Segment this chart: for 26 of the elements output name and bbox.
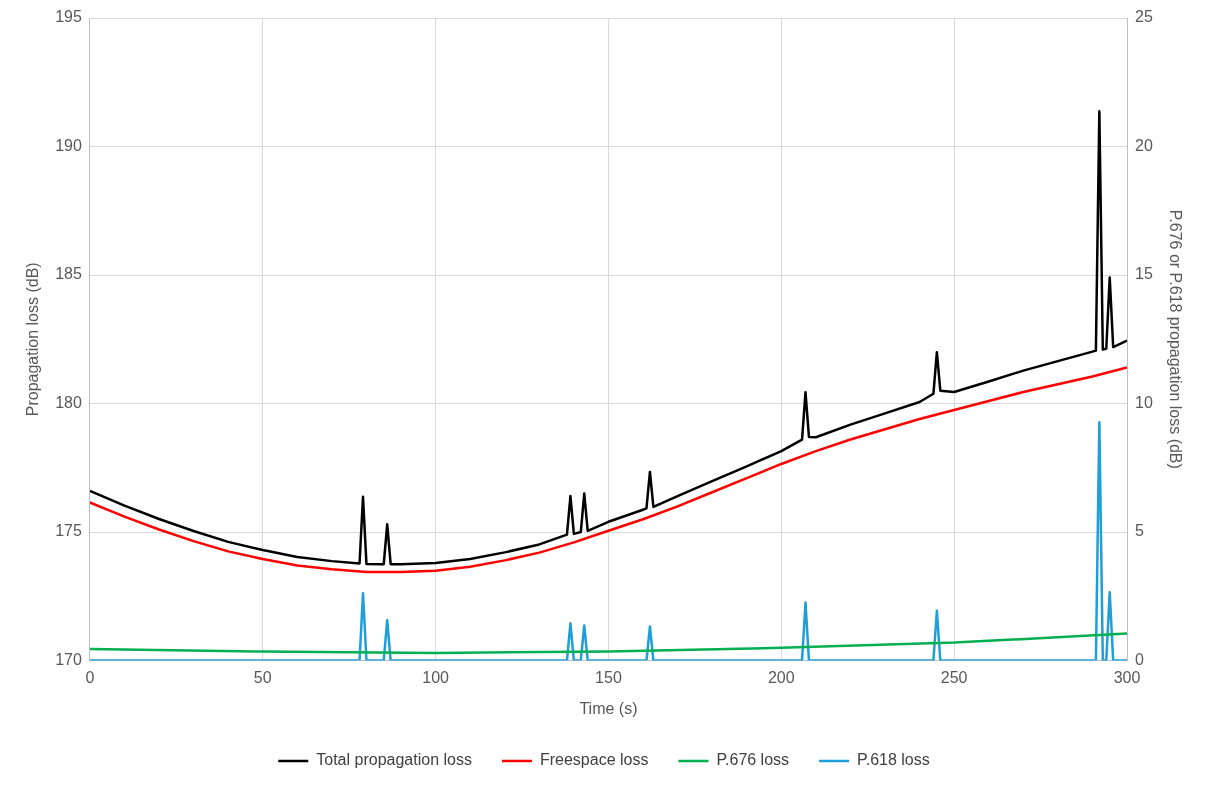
legend-label: P.618 loss	[857, 751, 930, 769]
legend-label: Total propagation loss	[316, 751, 472, 769]
y2-tick-label: 20	[1135, 136, 1153, 154]
y-axis-title: Propagation loss (dB)	[24, 262, 42, 417]
y-tick-label: 190	[55, 136, 82, 154]
x-tick-label: 50	[253, 668, 272, 686]
legend-label: Freespace loss	[539, 751, 649, 769]
legend-label: P.676 loss	[716, 751, 790, 769]
y-tick-label: 180	[55, 393, 82, 411]
y-tick-label: 175	[55, 522, 82, 540]
x-tick-label: 200	[767, 668, 795, 686]
x-tick-label: 0	[85, 668, 95, 686]
x-tick-label: 250	[940, 668, 968, 686]
x-tick-label: 150	[595, 668, 622, 686]
y2-tick-label: 25	[1135, 8, 1153, 26]
x-tick-label: 300	[1113, 668, 1141, 686]
x-axis-title: Time (s)	[579, 699, 638, 717]
y2-tick-label: 5	[1135, 522, 1144, 540]
y-tick-label: 195	[55, 8, 82, 26]
y2-tick-label: 0	[1135, 651, 1144, 669]
y2-axis-title: P.676 or P.618 propagation loss (dB)	[1166, 209, 1184, 469]
x-tick-label: 100	[422, 668, 450, 686]
y-tick-label: 185	[55, 265, 82, 283]
y2-tick-label: 15	[1135, 265, 1153, 283]
y-tick-label: 170	[55, 651, 82, 669]
y2-tick-label: 10	[1135, 393, 1153, 411]
